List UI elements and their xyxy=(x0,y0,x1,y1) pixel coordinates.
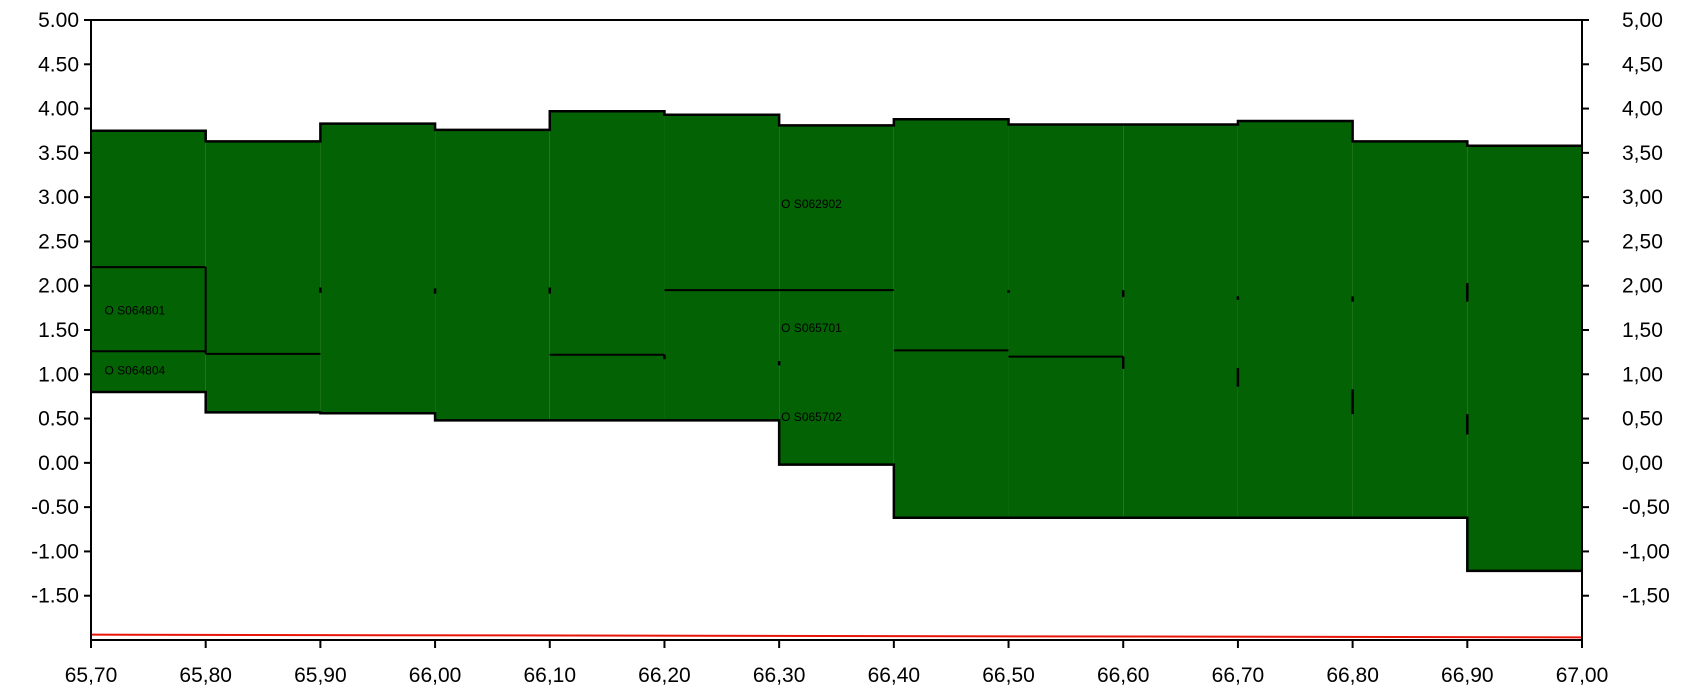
x-tick-label-9: 66,60 xyxy=(1097,664,1150,687)
x-tick-label-4: 66,10 xyxy=(523,664,576,687)
axes xyxy=(84,19,1589,648)
y-tick-label-left-2: 4.00 xyxy=(38,98,79,121)
y-tick-label-left-10: 0.00 xyxy=(38,452,79,475)
x-tick-label-12: 66,90 xyxy=(1441,664,1494,687)
x-tick-label-8: 66,50 xyxy=(982,664,1035,687)
y-tick-label-left-3: 3.50 xyxy=(38,142,79,165)
area-segment-2 xyxy=(320,123,436,414)
y-tick-label-right-1: 4,50 xyxy=(1622,53,1663,76)
y-tick-label-left-1: 4.50 xyxy=(38,53,79,76)
area-segment-9 xyxy=(1123,124,1238,518)
x-tick-label-6: 66,30 xyxy=(753,664,806,687)
layer-label-2: O S064804 xyxy=(104,364,165,378)
x-tick-label-1: 65,80 xyxy=(179,664,232,687)
y-tick-label-left-13: -1.50 xyxy=(31,585,79,608)
x-tick-label-2: 65,90 xyxy=(294,664,347,687)
y-tick-label-left-4: 3.00 xyxy=(38,186,79,209)
layer-label-0: O S062902 xyxy=(781,197,842,211)
y-tick-label-right-12: -1,00 xyxy=(1622,540,1670,563)
y-tick-label-left-5: 2.50 xyxy=(38,230,79,253)
area-segment-5 xyxy=(664,114,780,421)
y-tick-label-right-7: 1,50 xyxy=(1622,319,1663,342)
layer-label-4: O S065702 xyxy=(781,410,842,424)
y-tick-label-right-8: 1,00 xyxy=(1622,363,1663,386)
y-tick-label-left-12: -1.00 xyxy=(31,540,79,563)
area-segment-11 xyxy=(1352,141,1468,518)
x-tick-label-5: 66,20 xyxy=(638,664,691,687)
y-tick-label-right-4: 3,00 xyxy=(1622,186,1663,209)
area-segment-1 xyxy=(205,141,321,413)
tick-labels: 5.00 4.50 4.00 3.50 3.00 2.50 2.00 1.50 1.00 0.50… xyxy=(31,9,1670,687)
y-tick-label-right-6: 2,00 xyxy=(1622,275,1663,298)
x-tick-label-7: 66,40 xyxy=(868,664,921,687)
area-segment-6 xyxy=(779,125,894,465)
y-tick-label-right-5: 2,50 xyxy=(1622,230,1663,253)
y-tick-label-right-9: 0,50 xyxy=(1622,408,1663,431)
bottom-boundary-line xyxy=(91,390,1582,573)
y-tick-label-right-0: 5,00 xyxy=(1622,9,1663,32)
y-tick-label-left-7: 1.50 xyxy=(38,319,79,342)
x-tick-label-10: 66,70 xyxy=(1212,664,1265,687)
top-boundary-line xyxy=(91,109,1582,148)
x-tick-label-3: 66,00 xyxy=(409,664,462,687)
y-tick-label-left-6: 2.00 xyxy=(38,275,79,298)
y-tick-label-left-8: 1.00 xyxy=(38,363,79,386)
y-tick-label-left-0: 5.00 xyxy=(38,9,79,32)
x-tick-label-11: 66,80 xyxy=(1326,664,1379,687)
y-tick-label-right-2: 4,00 xyxy=(1622,98,1663,121)
area-segment-3 xyxy=(435,129,550,421)
area-segment-4 xyxy=(549,111,665,421)
y-tick-label-right-3: 3,50 xyxy=(1622,142,1663,165)
y-tick-label-left-9: 0.50 xyxy=(38,408,79,431)
area-segment-10 xyxy=(1237,120,1353,518)
y-tick-label-right-11: -0,50 xyxy=(1622,496,1670,519)
plot-area: O S062902 O S064801 O S064804 O S065701 O S0… xyxy=(90,109,1583,639)
y-tick-label-left-11: -0.50 xyxy=(31,496,79,519)
area-segment-8 xyxy=(1008,124,1124,518)
y-tick-label-right-10: 0,00 xyxy=(1622,452,1663,475)
area-segment-12 xyxy=(1467,145,1582,571)
x-tick-label-0: 65,70 xyxy=(65,664,118,687)
y-tick-label-right-13: -1,50 xyxy=(1622,585,1670,608)
layer-label-3: O S065701 xyxy=(781,321,842,335)
x-tick-label-13: 67,00 xyxy=(1556,664,1609,687)
area-segment-7 xyxy=(893,119,1009,518)
area-segment-0 xyxy=(91,130,206,392)
reference-line xyxy=(90,633,1583,639)
layer-label-1: O S064801 xyxy=(104,304,165,318)
